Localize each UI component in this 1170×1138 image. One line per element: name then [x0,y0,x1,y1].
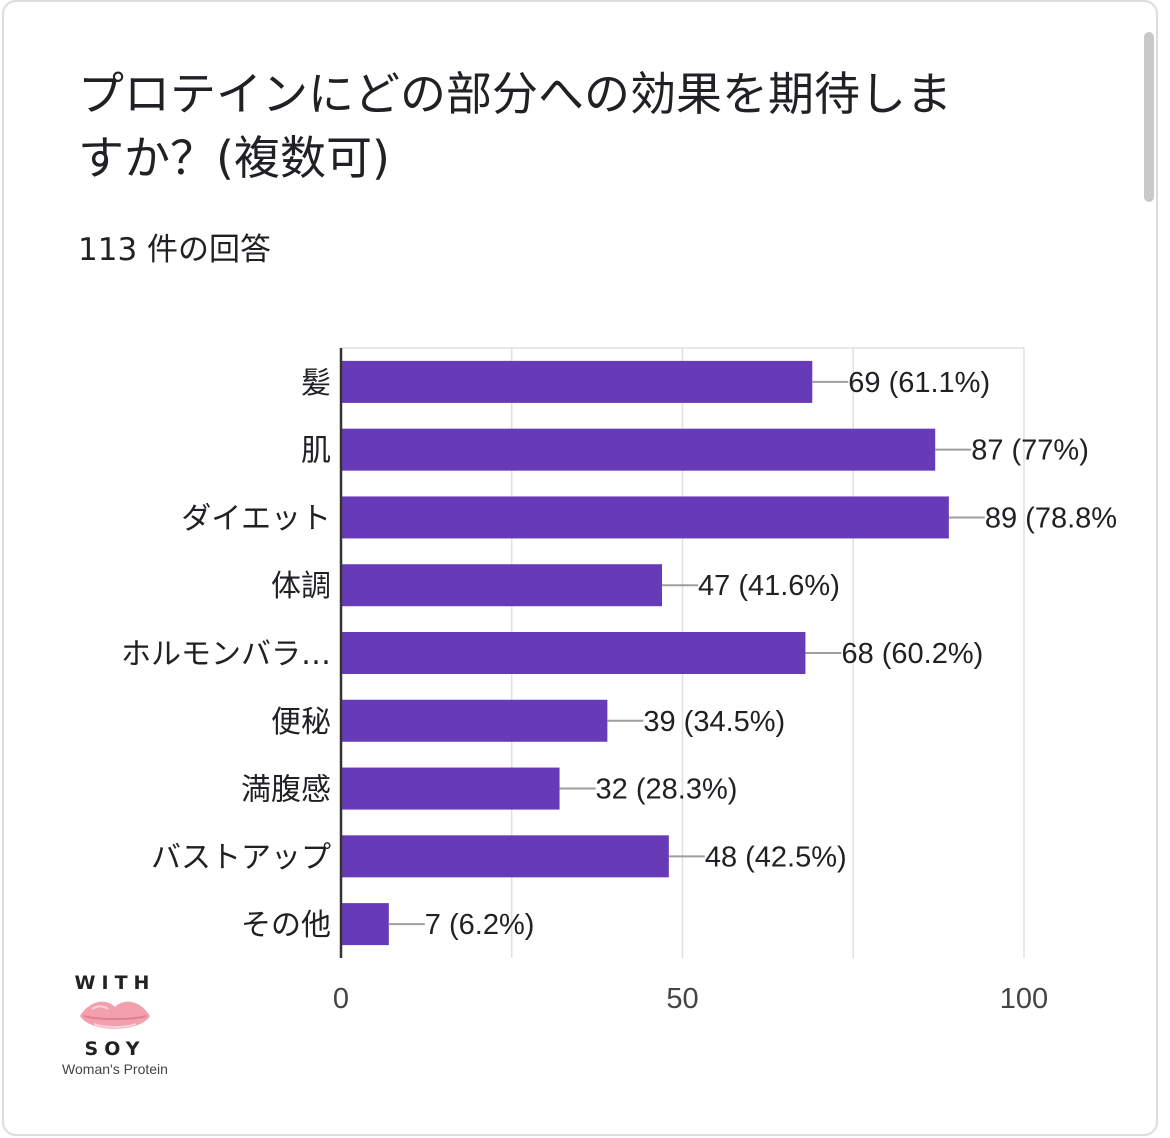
response-count: 113 件の回答 [78,232,272,268]
category-label: ホルモンバラ… [121,637,331,672]
category-label: 体調 [271,569,331,604]
bar [341,564,663,607]
question-title: プロテインにどの部分への効果を期待しますか？(複数可) [78,67,952,185]
x-tick-label: 100 [1000,983,1048,1015]
data-label: 7 (6.2%) [425,909,535,941]
data-label: 47 (41.6%) [698,570,840,602]
logo-top-word: WITH [74,972,156,994]
data-label: 48 (42.5%) [705,841,847,873]
brand-logo: WITH SOY Woman's Protein [50,972,180,1078]
category-label: 肌 [301,434,331,469]
bar [341,428,936,471]
bar [341,767,560,810]
category-label: その他 [241,908,331,943]
category-label: 髪 [301,366,331,401]
bar [341,903,389,946]
lips-icon [80,1001,150,1029]
data-label: 87 (77%) [971,435,1089,467]
category-label: 満腹感 [241,773,331,808]
data-label: 68 (60.2%) [841,638,983,670]
bar [341,699,608,742]
logo-tagline: Woman's Protein [62,1061,168,1077]
bar [341,835,669,878]
data-label: 32 (28.3%) [596,774,738,806]
category-label: ダイエット [181,501,331,536]
data-label: 39 (34.5%) [643,706,785,738]
x-tick-label: 50 [666,983,698,1015]
data-label: 89 (78.8% [985,502,1117,534]
bar [341,632,806,674]
category-label: 便秘 [271,705,331,740]
x-tick-label: 0 [333,983,349,1015]
logo-bottom-word: SOY [84,1038,146,1060]
bar [341,360,813,403]
scrollbar[interactable] [1144,32,1154,202]
data-label: 69 (61.1%) [848,367,990,399]
bar [341,496,949,539]
category-label: バストアップ [151,840,331,875]
